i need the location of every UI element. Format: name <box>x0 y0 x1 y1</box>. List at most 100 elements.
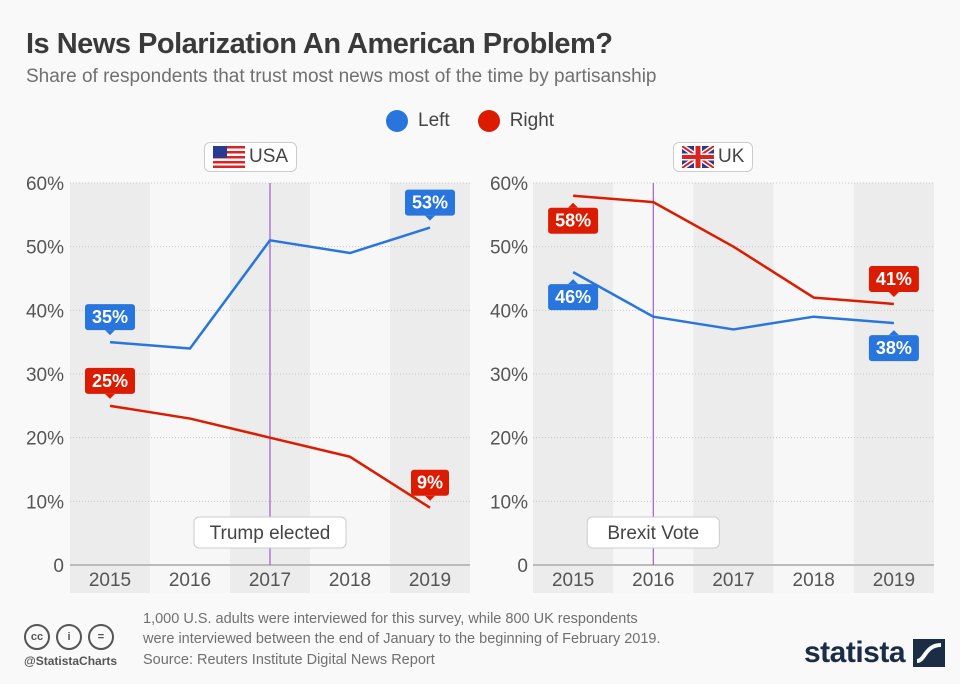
usa-point-right-2017[interactable] <box>267 435 273 441</box>
usa-y-tick-label: 60% <box>26 174 64 195</box>
statista-handle[interactable]: @StatistaCharts <box>24 654 118 668</box>
uk-data-label-left-2015-pointer <box>568 279 579 285</box>
uk-flag-icon <box>682 146 714 168</box>
uk-point-right-2018[interactable] <box>811 295 817 301</box>
usa-data-label-right-2015: 25% <box>92 371 128 391</box>
uk-data-label-left-2019: 38% <box>876 338 912 358</box>
legend-right-dot-icon <box>477 110 500 132</box>
chart-subtitle: Share of respondents that trust most new… <box>26 66 657 87</box>
legend-left-label: Left <box>418 110 450 131</box>
usa-data-label-right-2015-pointer <box>105 393 115 399</box>
uk-event-label: Brexit Vote <box>607 523 699 544</box>
uk-data-label-right-2015: 58% <box>555 211 591 231</box>
uk-data-label-right-2015-pointer <box>568 202 579 208</box>
uk-event-box <box>586 516 720 549</box>
uk-x-tick-label: 2015 <box>552 570 594 591</box>
usa-data-label-right-2019: 9% <box>417 473 443 493</box>
usa-data-label-right-2019-pointer <box>425 495 435 501</box>
uk-y-tick-label: 40% <box>490 301 528 322</box>
usa-event-box <box>193 516 347 549</box>
usa-band-2019 <box>390 183 470 593</box>
usa-point-left-2016[interactable] <box>187 346 193 352</box>
uk-point-right-2016[interactable] <box>650 199 656 205</box>
usa-data-label-left-2019-pointer <box>425 215 435 221</box>
usa-point-right-2015[interactable] <box>107 403 113 409</box>
uk-point-right-2019[interactable] <box>891 301 897 307</box>
statista-logo-mark-icon <box>913 639 946 667</box>
uk-y-tick-label: 20% <box>490 429 528 450</box>
usa-line-right[interactable] <box>109 404 431 509</box>
uk-data-label-left-2019-pointer <box>888 330 899 336</box>
usa-point-left-2015[interactable] <box>107 339 113 345</box>
uk-point-left-2019[interactable] <box>891 320 897 326</box>
statista-logo-text: statista <box>804 636 906 669</box>
usa-data-label-left-2019-box <box>405 189 455 216</box>
uk-y-tick-label: 30% <box>490 365 528 386</box>
uk-y-tick-label: 50% <box>490 238 528 259</box>
uk-point-right-2017[interactable] <box>731 244 737 250</box>
uk-y-tick-label: 0 <box>517 556 528 577</box>
uk-point-left-2016[interactable] <box>650 314 656 320</box>
usa-y-tick-label: 30% <box>26 365 64 386</box>
uk-data-label-right-2015-box <box>548 207 599 234</box>
uk-y-tick-label: 60% <box>490 174 528 195</box>
usa-point-left-2019[interactable] <box>427 225 433 231</box>
uk-x-tick-label: 2019 <box>873 570 915 591</box>
uk-data-label-left-2015-box <box>548 284 599 311</box>
usa-line-left[interactable] <box>109 226 431 350</box>
statista-logo[interactable]: statista <box>804 636 946 670</box>
uk-x-tick-label: 2017 <box>712 570 754 591</box>
uk-line-right[interactable] <box>573 194 894 306</box>
usa-point-right-2019[interactable] <box>427 505 433 511</box>
uk-point-left-2018[interactable] <box>811 314 817 320</box>
chart-title: Is News Polarization An American Problem… <box>26 28 613 60</box>
legend-item-left[interactable]: Left <box>386 110 450 132</box>
legend-right-label: Right <box>509 110 555 131</box>
uk-data-label-left-2015: 46% <box>555 287 591 307</box>
uk-x-tick-label: 2018 <box>793 570 835 591</box>
usa-event-label: Trump elected <box>210 523 331 544</box>
usa-x-tick-label: 2017 <box>249 570 291 591</box>
uk-y-tick-label: 10% <box>490 492 528 513</box>
usa-label-text: USA <box>249 146 289 167</box>
usa-data-label-right-2015-box <box>85 367 135 394</box>
usa-panel-label: USA <box>204 142 298 172</box>
usa-data-label-left-2019: 53% <box>412 193 448 213</box>
usa-point-right-2018[interactable] <box>347 454 353 460</box>
attribution-icon[interactable]: i <box>56 624 82 650</box>
usa-y-tick-label: 0 <box>53 556 64 577</box>
usa-data-label-right-2019-box <box>411 469 449 496</box>
usa-point-left-2017[interactable] <box>267 237 273 243</box>
usa-x-tick-label: 2016 <box>169 570 211 591</box>
uk-data-label-right-2019-box <box>868 265 919 292</box>
usa-y-tick-label: 20% <box>26 429 64 450</box>
uk-label-text: UK <box>718 146 745 167</box>
uk-x-tick-label: 2016 <box>632 570 674 591</box>
footer-source: Source: Reuters Institute Digital News R… <box>143 652 435 668</box>
uk-band-2018 <box>773 183 854 593</box>
uk-point-left-2017[interactable] <box>731 326 737 332</box>
usa-y-tick-label: 10% <box>26 492 64 513</box>
us-flag-icon <box>213 146 245 168</box>
uk-panel-label: UK <box>673 142 754 172</box>
uk-band-2019 <box>853 183 934 593</box>
legend-item-right[interactable]: Right <box>477 110 555 132</box>
usa-x-tick-label: 2019 <box>409 570 451 591</box>
cc-icon[interactable]: cc <box>24 624 50 650</box>
uk-point-right-2015[interactable] <box>570 193 576 199</box>
uk-data-label-left-2019-box <box>868 335 919 362</box>
usa-x-tick-label: 2015 <box>89 570 131 591</box>
uk-data-label-right-2019-pointer <box>888 291 899 297</box>
license-icons: cc i = <box>24 624 114 650</box>
uk-line-left[interactable] <box>572 271 894 331</box>
usa-data-label-left-2015-box <box>85 304 135 331</box>
usa-point-right-2016[interactable] <box>187 416 193 422</box>
footer-note-line2: were interviewed between the end of Janu… <box>143 631 661 647</box>
usa-x-tick-label: 2018 <box>329 570 371 591</box>
no-derivatives-icon[interactable]: = <box>88 624 114 650</box>
footer-note: 1,000 U.S. adults were interviewed for t… <box>143 609 661 649</box>
uk-point-left-2015[interactable] <box>570 269 576 275</box>
legend-left-dot-icon <box>386 110 408 132</box>
usa-point-left-2018[interactable] <box>347 250 353 256</box>
